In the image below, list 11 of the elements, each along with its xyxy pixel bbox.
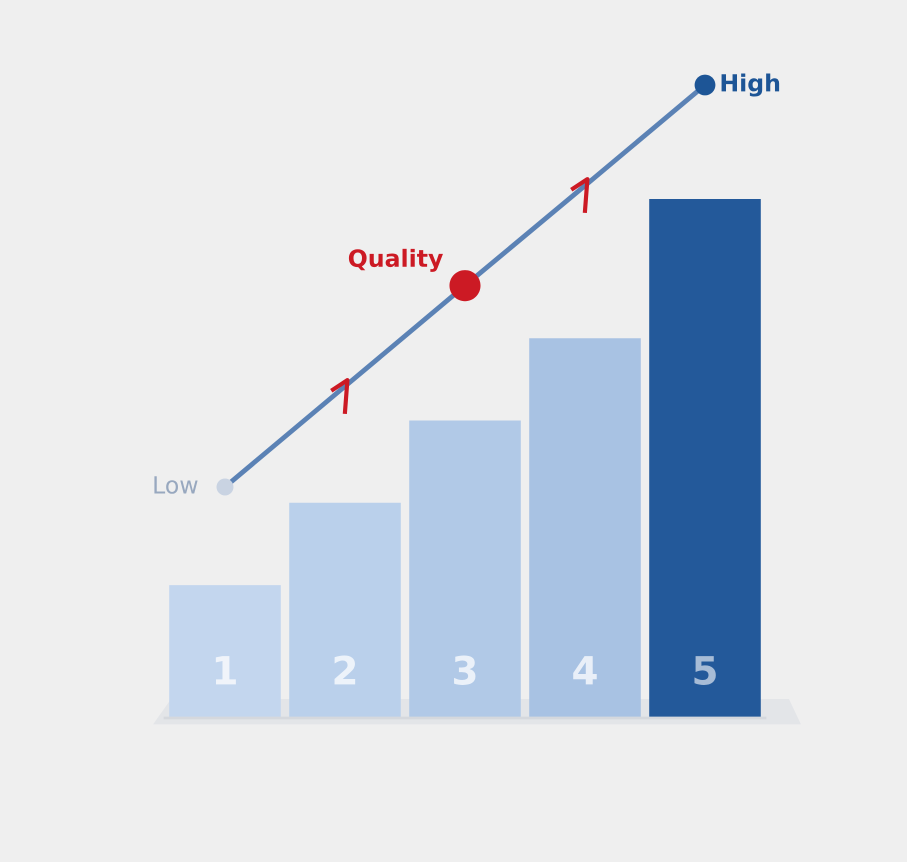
bar bbox=[649, 198, 761, 718]
x-tick-label: 5 bbox=[694, 656, 716, 685]
annotation: Quality bbox=[348, 248, 443, 272]
x-tick-label: 4 bbox=[573, 656, 597, 684]
bar bbox=[529, 338, 641, 718]
bar bbox=[289, 502, 401, 718]
annotation: Low bbox=[154, 476, 198, 494]
x-tick-label: 3 bbox=[454, 656, 476, 685]
annotation: High bbox=[722, 73, 780, 97]
bar bbox=[169, 585, 281, 718]
bar bbox=[409, 420, 521, 718]
